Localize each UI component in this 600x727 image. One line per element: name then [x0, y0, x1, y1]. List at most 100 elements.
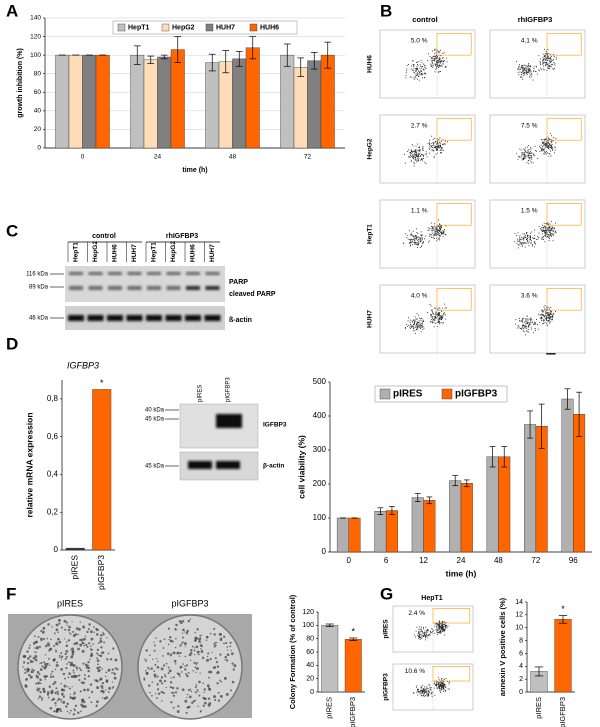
dot — [410, 325, 412, 327]
dot — [434, 317, 436, 319]
dot — [549, 232, 551, 233]
colony — [86, 630, 89, 634]
dot — [438, 625, 440, 627]
dot — [433, 237, 435, 239]
dot — [421, 237, 423, 239]
colony — [79, 638, 81, 641]
legend-swatch — [441, 388, 453, 400]
dot — [534, 321, 536, 323]
dot — [443, 683, 445, 685]
colony — [69, 693, 72, 696]
dot — [435, 58, 437, 60]
dot — [525, 320, 527, 322]
colony — [184, 665, 186, 667]
dot — [524, 69, 526, 71]
dot — [415, 161, 417, 163]
dot — [408, 325, 410, 326]
colony — [169, 681, 173, 684]
bar — [307, 60, 322, 149]
dot — [421, 686, 423, 688]
dot — [419, 67, 421, 69]
dot — [436, 232, 438, 234]
dot — [522, 65, 523, 67]
dot — [415, 151, 417, 153]
dot — [547, 316, 549, 318]
dot — [425, 637, 427, 639]
colony — [186, 629, 189, 633]
dot — [528, 153, 530, 155]
dot — [548, 230, 550, 232]
dot — [409, 319, 411, 321]
dot — [550, 228, 552, 230]
dot — [420, 320, 422, 322]
dot — [422, 241, 424, 243]
dot — [552, 54, 554, 55]
dot — [527, 329, 529, 330]
dot — [442, 630, 444, 632]
dot — [417, 690, 419, 692]
dot — [529, 236, 531, 238]
dot — [414, 329, 416, 331]
dot — [442, 315, 444, 317]
colony — [172, 640, 174, 643]
colony — [68, 625, 71, 629]
dot — [442, 63, 444, 65]
colony — [198, 680, 201, 684]
dot — [520, 328, 522, 330]
colony — [57, 618, 61, 622]
colony — [53, 644, 56, 647]
dot — [436, 687, 438, 689]
dot — [551, 148, 553, 150]
dot — [436, 685, 437, 687]
dot — [418, 326, 420, 328]
colony — [193, 647, 196, 649]
dot — [546, 322, 548, 324]
dot — [536, 239, 538, 241]
bar — [336, 517, 349, 553]
dot — [518, 325, 520, 327]
dot — [421, 159, 423, 160]
colony — [214, 699, 217, 702]
dot — [422, 160, 424, 162]
dot — [546, 53, 548, 54]
dot — [443, 627, 444, 629]
dot — [432, 312, 434, 314]
dot — [528, 156, 530, 158]
dot — [553, 230, 554, 232]
y-axis-label: Colony Formation (% of control) — [288, 594, 297, 709]
dot — [547, 227, 549, 229]
dot — [530, 155, 532, 157]
colony — [217, 699, 221, 702]
bar — [65, 547, 85, 551]
dot — [546, 59, 548, 61]
dot — [528, 160, 530, 162]
row-label: HUH7 — [367, 310, 374, 328]
dot — [436, 240, 438, 242]
dot — [427, 229, 429, 231]
colony — [173, 659, 177, 663]
dot — [444, 684, 446, 686]
dot — [436, 627, 438, 629]
dot — [412, 60, 414, 62]
dot — [546, 317, 548, 319]
colony — [79, 690, 82, 693]
dot — [437, 229, 438, 231]
dot — [440, 318, 442, 320]
colony — [43, 661, 45, 664]
dot — [421, 318, 423, 320]
dot — [547, 140, 549, 142]
dot — [440, 681, 442, 683]
dot — [441, 627, 443, 629]
colony — [195, 645, 199, 649]
dot — [414, 238, 416, 240]
dot — [434, 223, 435, 225]
dot — [517, 158, 519, 160]
dot — [426, 689, 428, 691]
dot — [415, 326, 417, 328]
error-bar — [501, 446, 508, 468]
colony — [90, 701, 93, 704]
colony — [113, 672, 116, 675]
dot — [417, 67, 419, 69]
dot — [540, 229, 542, 231]
dot — [526, 74, 528, 76]
